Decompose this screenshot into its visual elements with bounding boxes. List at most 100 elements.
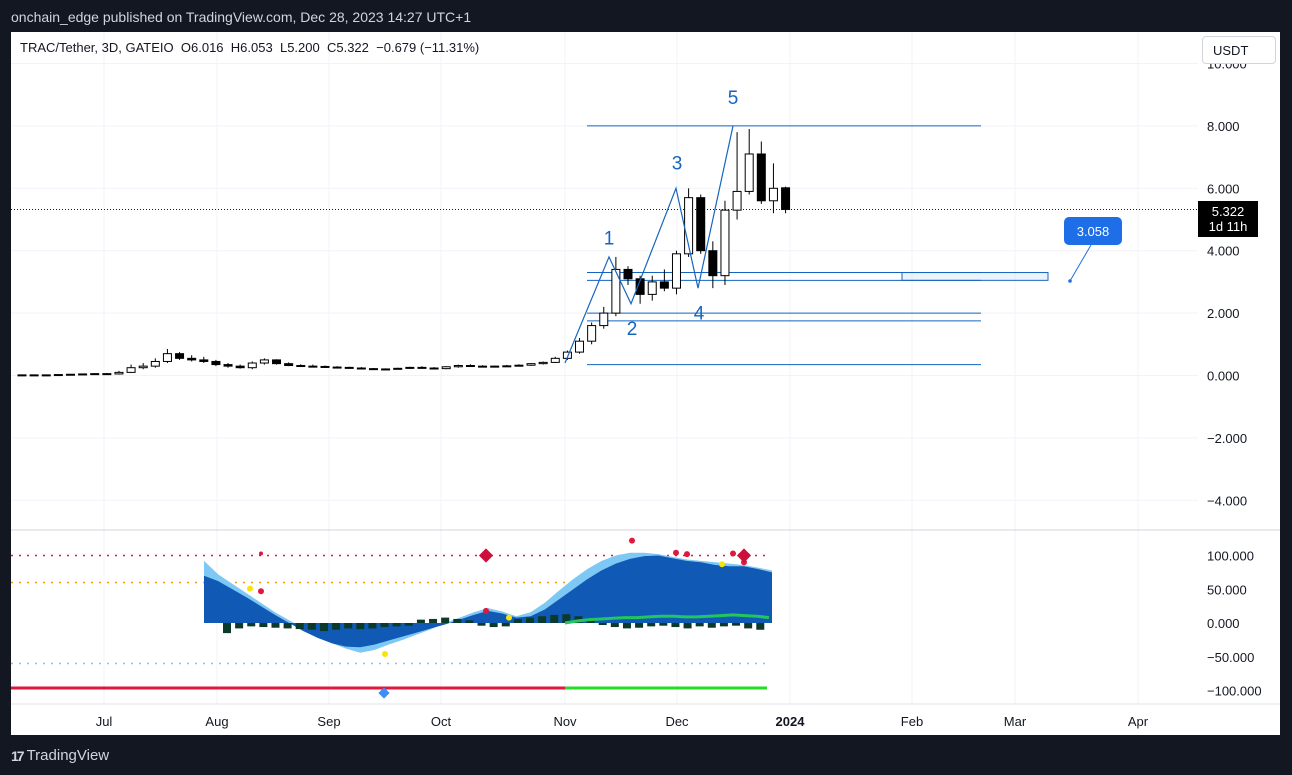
candle bbox=[623, 268, 633, 280]
candle bbox=[126, 367, 136, 373]
tradingview-logo[interactable]: 17 TradingView bbox=[11, 747, 109, 764]
osc-histogram-bar bbox=[453, 618, 462, 623]
osc-histogram-bar bbox=[235, 623, 244, 629]
candle bbox=[611, 268, 621, 314]
y-tick-label: −2.000 bbox=[1207, 431, 1247, 446]
osc-histogram-bar bbox=[319, 623, 328, 632]
osc-signal-dot bbox=[483, 607, 489, 614]
osc-histogram-bar bbox=[526, 617, 534, 623]
osc-histogram-bar bbox=[223, 623, 231, 634]
low-label: L bbox=[279, 40, 288, 55]
candle bbox=[65, 373, 75, 376]
candle bbox=[41, 374, 51, 377]
osc-histogram-bar bbox=[695, 623, 704, 627]
wave-label: 2 bbox=[627, 319, 638, 340]
x-tick-label: Dec bbox=[665, 714, 689, 729]
x-tick-label: Oct bbox=[431, 714, 452, 729]
x-tick-label: Nov bbox=[553, 714, 577, 729]
candle bbox=[587, 325, 597, 342]
candle bbox=[756, 153, 766, 202]
symbol-legend: TRAC/Tether, 3D, GATEIO O6.016 H6.053 L5… bbox=[20, 40, 479, 55]
candle bbox=[526, 363, 536, 366]
candle bbox=[138, 365, 148, 369]
countdown-value: 1d 11h bbox=[1208, 219, 1248, 234]
osc-histogram-bar bbox=[610, 623, 619, 628]
osc-histogram-bar bbox=[513, 618, 522, 623]
candle bbox=[599, 312, 609, 327]
callout-anchor-dot bbox=[1068, 279, 1072, 283]
osc-histogram-bar bbox=[344, 623, 353, 629]
candle bbox=[320, 365, 330, 368]
candle bbox=[308, 365, 318, 368]
osc-histogram-bar bbox=[598, 623, 607, 626]
candle bbox=[429, 367, 439, 370]
y-tick-label: 4.000 bbox=[1207, 244, 1240, 259]
price-chart[interactable]: Jul Aug Sep Oct Nov Dec 2024 Feb Mar Apr 1 0.000 8.0… bbox=[11, 32, 1280, 735]
candle bbox=[223, 364, 233, 367]
chart-area[interactable]: Jul Aug Sep Oct Nov Dec 2024 Feb Mar Apr 1 0.000 8.0… bbox=[11, 32, 1280, 735]
osc-histogram-bar bbox=[550, 614, 559, 623]
candle bbox=[768, 187, 778, 202]
price-callout[interactable]: 3.058 bbox=[1064, 217, 1122, 245]
last-price-tag: 5.322 1d 11h bbox=[1198, 201, 1258, 237]
osc-diamond-marker bbox=[478, 548, 494, 563]
candle bbox=[502, 365, 512, 368]
osc-histogram-bar bbox=[307, 623, 316, 630]
osc-histogram-bar bbox=[404, 623, 413, 626]
candle bbox=[732, 190, 742, 211]
candle bbox=[368, 368, 378, 371]
wave-label: 3 bbox=[672, 154, 683, 175]
candle bbox=[708, 250, 718, 277]
tradingview-logo-icon: 17 bbox=[11, 747, 25, 764]
candle bbox=[465, 365, 475, 368]
wave-label: 1 bbox=[604, 228, 615, 249]
osc-signal-dot bbox=[259, 551, 263, 556]
candle bbox=[356, 367, 366, 370]
candle bbox=[175, 353, 185, 359]
candle bbox=[393, 367, 403, 370]
osc-y-tick-label: 0.000 bbox=[1207, 616, 1240, 631]
open-value: 6.016 bbox=[191, 40, 224, 55]
osc-signal-dot bbox=[382, 651, 388, 658]
osc-signal-dot bbox=[719, 561, 725, 568]
osc-histogram-bar bbox=[671, 623, 680, 628]
osc-signal-dot bbox=[730, 550, 736, 557]
osc-histogram-bar bbox=[295, 623, 304, 630]
osc-y-tick-label: 100.000 bbox=[1207, 549, 1254, 564]
candle bbox=[381, 368, 391, 371]
candle bbox=[720, 209, 730, 277]
candle bbox=[550, 357, 560, 363]
candle bbox=[344, 366, 354, 369]
low-value: 5.200 bbox=[287, 40, 320, 55]
candle bbox=[29, 374, 39, 377]
callout-connector bbox=[1069, 244, 1092, 282]
candle bbox=[247, 362, 257, 369]
candle bbox=[696, 197, 706, 252]
candle bbox=[259, 359, 269, 364]
candle bbox=[478, 365, 488, 368]
osc-histogram-bar bbox=[247, 623, 256, 627]
osc-histogram-bar bbox=[477, 623, 486, 626]
close-value: 5.322 bbox=[336, 40, 369, 55]
osc-histogram-bar bbox=[416, 619, 425, 623]
candle bbox=[199, 359, 209, 362]
candle bbox=[575, 340, 585, 353]
candle bbox=[53, 374, 63, 377]
osc-histogram-bar bbox=[659, 623, 668, 626]
osc-signal-dot bbox=[673, 549, 679, 556]
osc-signal-dot bbox=[506, 614, 512, 621]
candle bbox=[211, 360, 221, 366]
x-tick-label: Mar bbox=[1004, 714, 1027, 729]
candle bbox=[296, 365, 306, 368]
candle bbox=[17, 374, 27, 377]
osc-histogram-bar bbox=[719, 623, 728, 627]
high-label: H bbox=[230, 40, 241, 55]
currency-button[interactable]: USDT bbox=[1202, 36, 1276, 64]
x-tick-label: Feb bbox=[901, 714, 923, 729]
osc-histogram-bar bbox=[744, 623, 753, 629]
osc-histogram-bar bbox=[707, 623, 716, 628]
candle bbox=[78, 373, 88, 376]
osc-signal-line bbox=[564, 613, 770, 625]
x-tick-label: Aug bbox=[205, 714, 228, 729]
high-value: 6.053 bbox=[240, 40, 273, 55]
